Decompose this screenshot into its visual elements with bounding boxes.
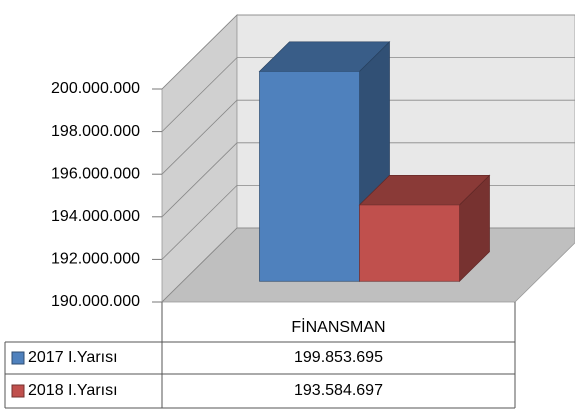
grid-line — [161, 99, 238, 175]
grid-line — [161, 185, 238, 260]
grid-line — [161, 142, 238, 218]
table-value: 199.853.695 — [294, 349, 383, 366]
table-value: 193.584.697 — [294, 382, 383, 399]
y-tick-label: 194.000.000 — [51, 208, 140, 225]
data-table — [4, 302, 516, 409]
y-tick-label: 198.000.000 — [51, 123, 140, 140]
grid-line — [161, 227, 238, 303]
y-tick-label: 200.000.000 — [51, 80, 140, 97]
y-tick-label: 192.000.000 — [51, 251, 140, 268]
bar — [359, 204, 460, 282]
y-tick-label: 196.000.000 — [51, 165, 140, 182]
legend-swatch — [11, 384, 25, 398]
y-tick-label: 190.000.000 — [51, 293, 140, 310]
grid-line — [161, 57, 238, 132]
legend-label: 2017 I.Yarısı — [28, 349, 118, 366]
bar — [259, 71, 360, 282]
legend-swatch — [11, 351, 25, 365]
legend-label: 2018 I.Yarısı — [28, 382, 118, 399]
x-tick-label: FİNANSMAN — [291, 317, 385, 336]
grid-line — [161, 14, 238, 90]
